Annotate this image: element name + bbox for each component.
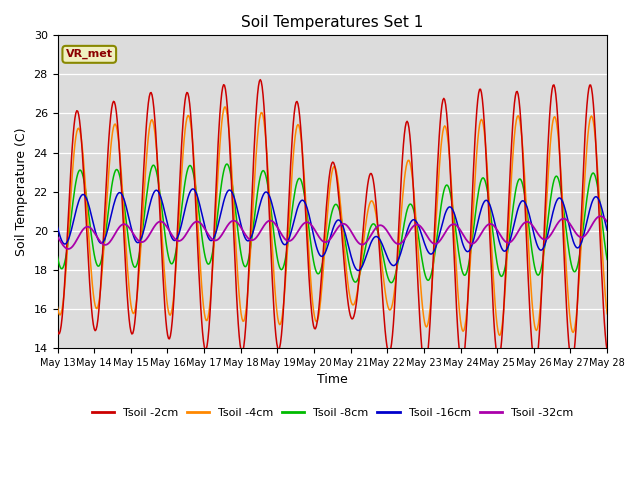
Legend: Tsoil -2cm, Tsoil -4cm, Tsoil -8cm, Tsoil -16cm, Tsoil -32cm: Tsoil -2cm, Tsoil -4cm, Tsoil -8cm, Tsoi… — [87, 403, 577, 422]
Title: Soil Temperatures Set 1: Soil Temperatures Set 1 — [241, 15, 424, 30]
X-axis label: Time: Time — [317, 373, 348, 386]
Text: VR_met: VR_met — [66, 49, 113, 60]
Y-axis label: Soil Temperature (C): Soil Temperature (C) — [15, 127, 28, 256]
